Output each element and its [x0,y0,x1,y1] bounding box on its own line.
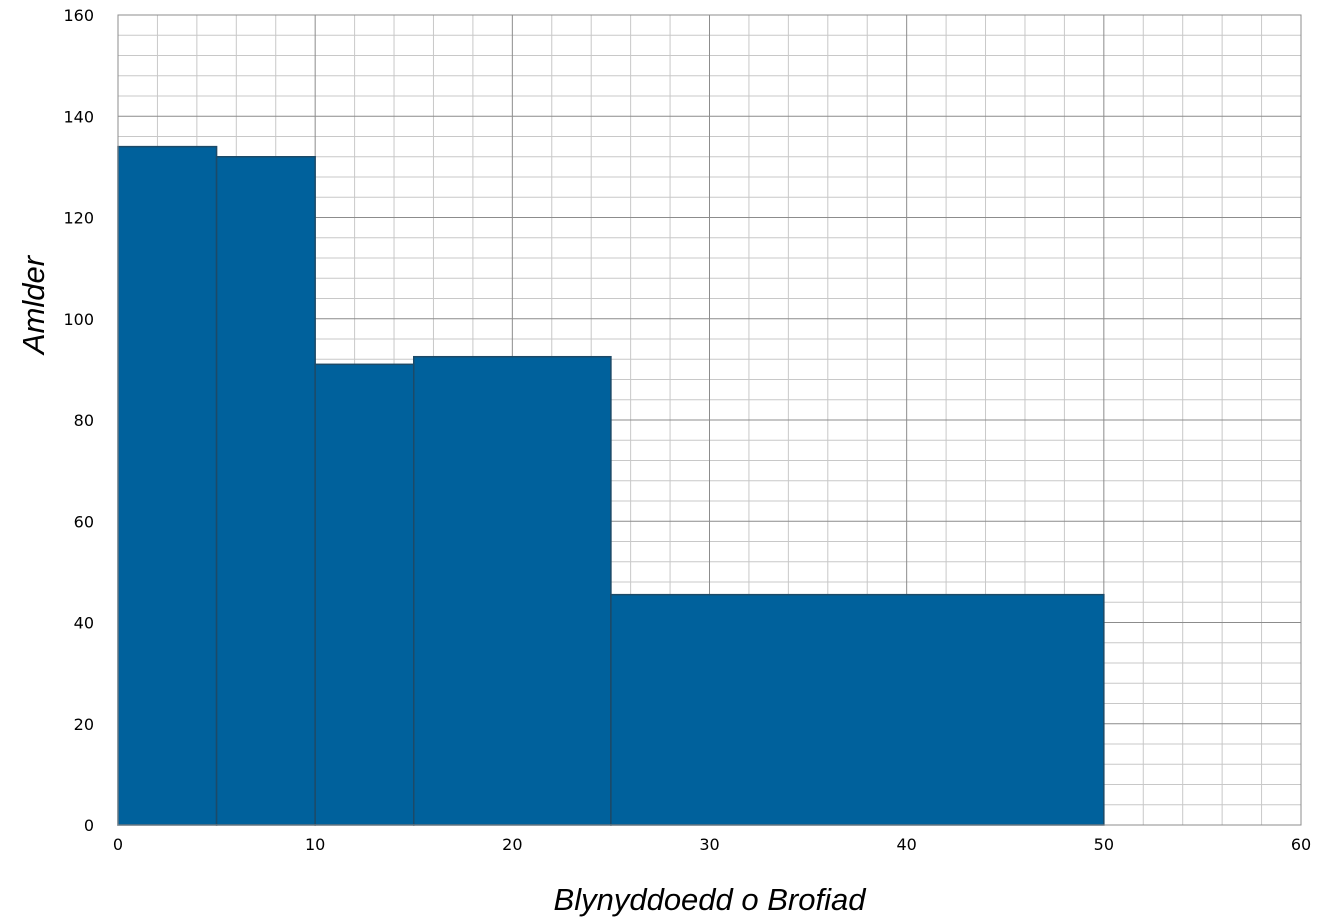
histogram-bar [610,593,1105,826]
histogram-bar [314,363,415,826]
plot-frame [117,14,1302,826]
x-tick-label: 60 [1291,835,1311,854]
histogram-bars [117,145,1105,826]
y-tick-labels: 0 20 40 60 80 100 120 140 160 [63,6,94,835]
histogram-bar [117,145,218,826]
histogram-bar [215,156,316,826]
x-tick-label: 0 [113,835,123,854]
y-tick-label: 20 [74,715,94,734]
histogram-bar [413,355,612,826]
x-tick-label: 20 [502,835,522,854]
x-tick-labels: 0 10 20 30 40 50 60 [113,835,1311,854]
y-tick-label: 0 [84,816,94,835]
x-tick-label: 40 [896,835,916,854]
y-tick-label: 80 [74,411,94,430]
y-tick-label: 160 [63,6,94,25]
y-tick-label: 100 [63,310,94,329]
x-tick-label: 10 [305,835,325,854]
x-tick-label: 30 [699,835,719,854]
y-tick-label: 40 [74,614,94,633]
y-tick-label: 60 [74,512,94,531]
x-tick-label: 50 [1094,835,1114,854]
x-axis-title: Blynyddoedd o Brofiad [554,882,868,917]
y-tick-label: 140 [63,107,94,126]
y-tick-label: 120 [63,209,94,228]
y-axis-title: Amlder [16,254,51,356]
